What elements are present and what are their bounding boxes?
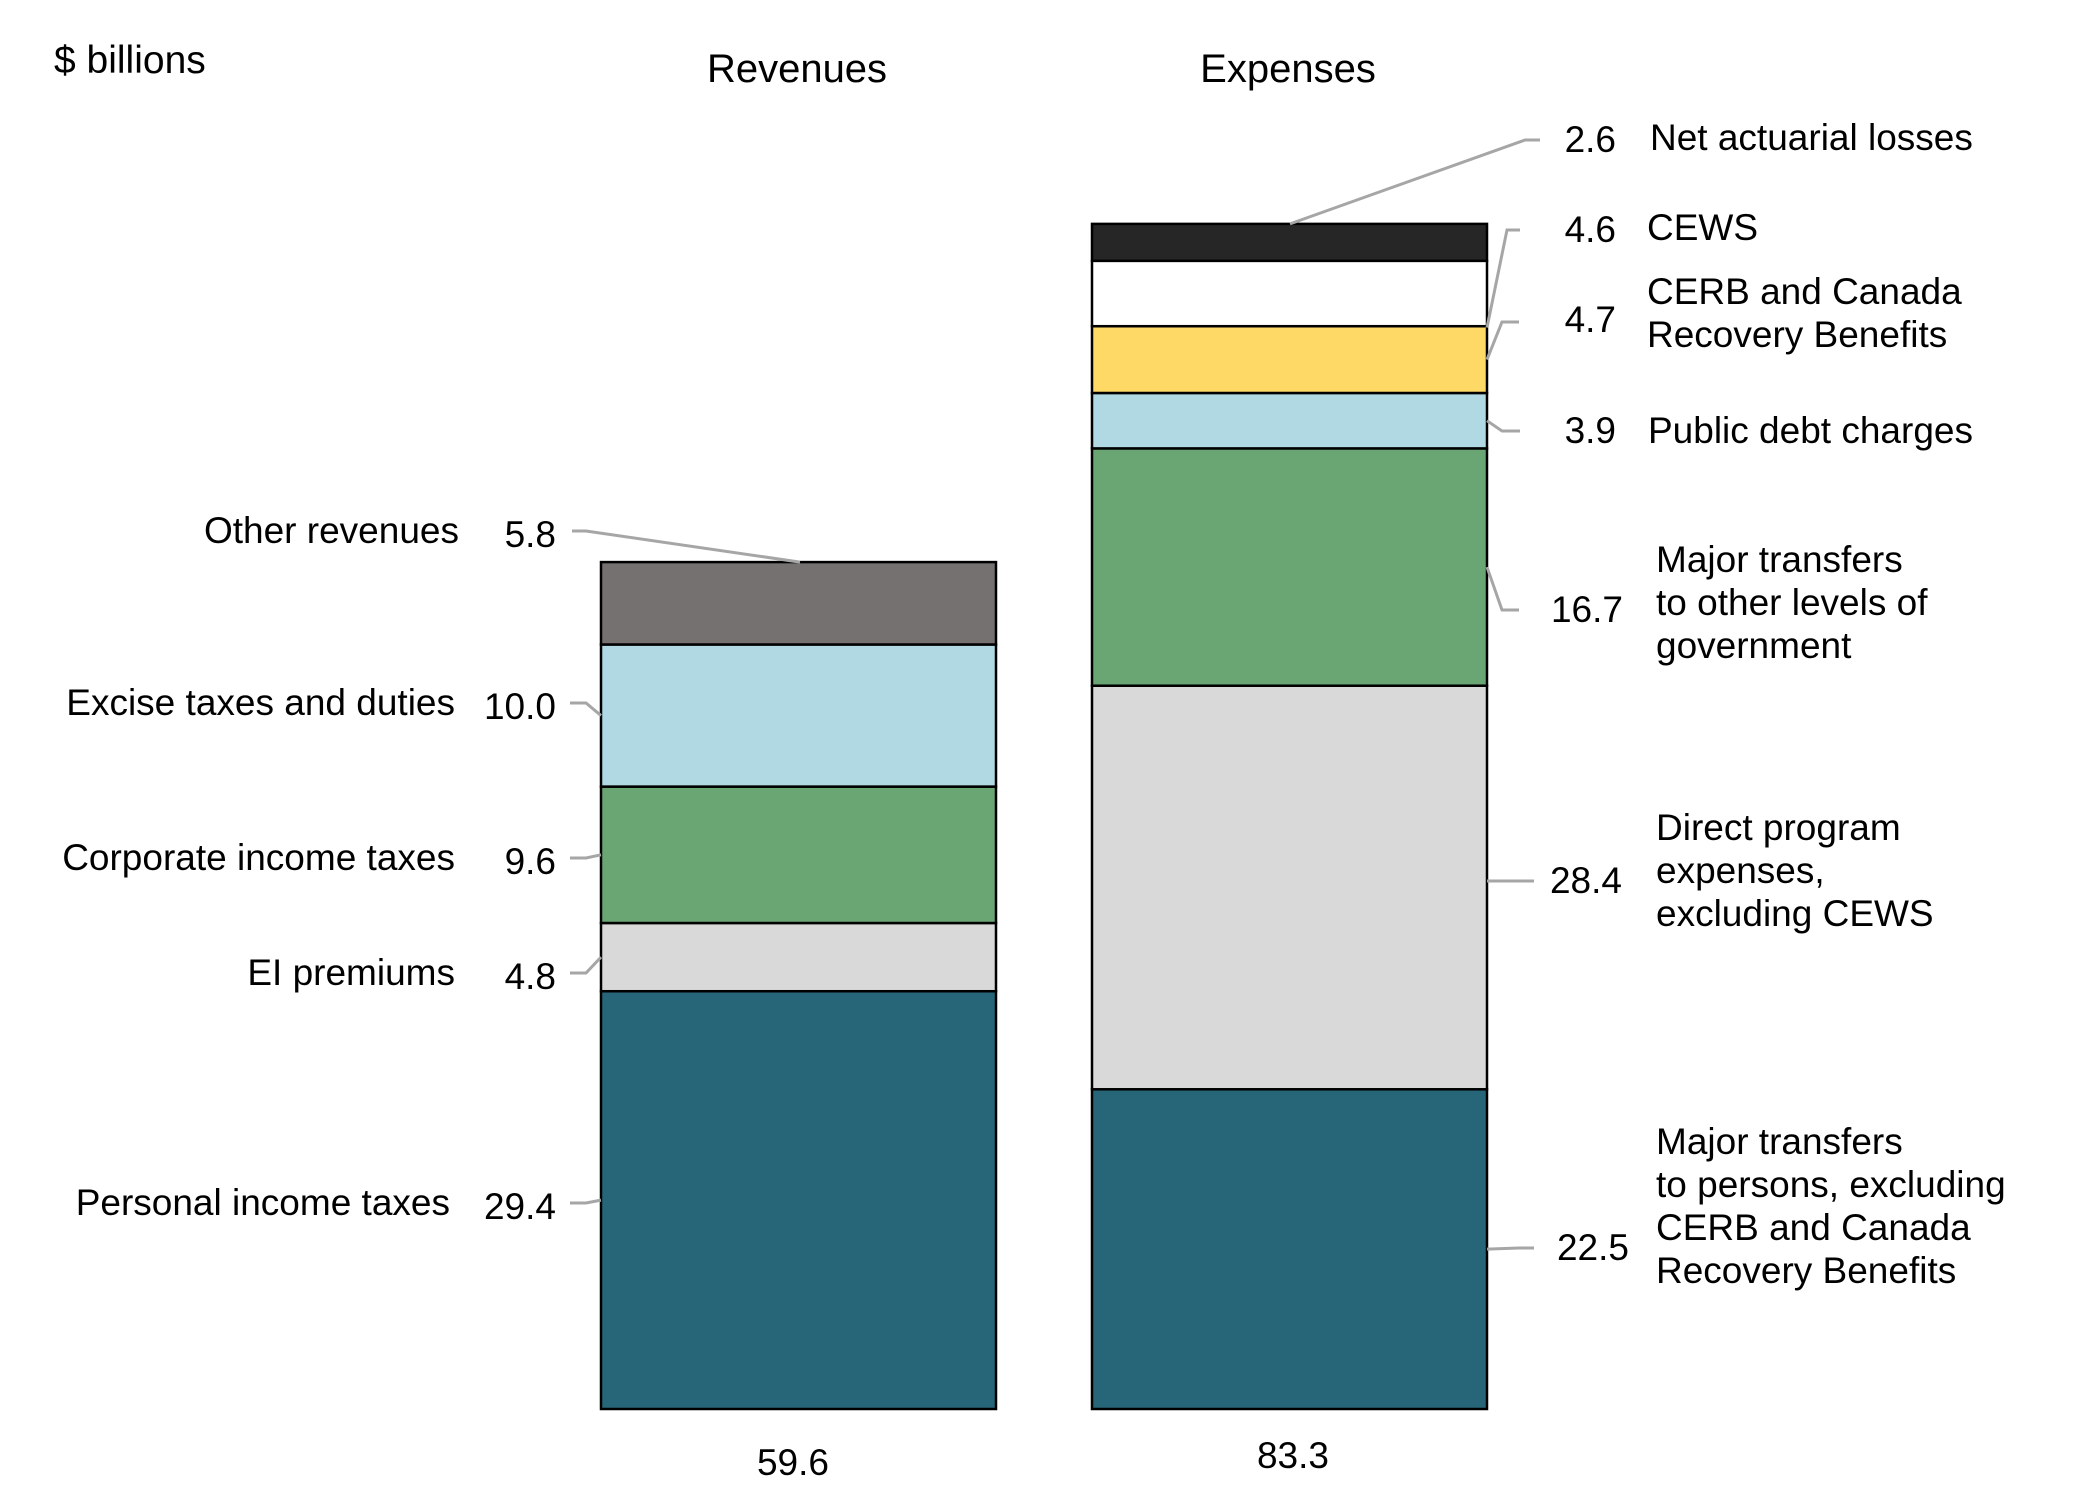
revenues-value-other-revenues: 5.8: [505, 514, 556, 555]
expenses-label-line: CEWS: [1647, 207, 1758, 248]
expenses-label-line: government: [1656, 625, 1852, 666]
expenses-label-line: Recovery Benefits: [1656, 1250, 1956, 1291]
expenses-label-net-actuarial-losses: Net actuarial losses: [1650, 117, 1973, 158]
revenues-label-corporate-income-taxes: Corporate income taxes: [62, 837, 455, 878]
expenses-value-major-transfers-to-persons-excluding-cerb-and-canada-recovery-benefits: 22.5: [1557, 1227, 1629, 1268]
expenses-label-line: Net actuarial losses: [1650, 117, 1973, 158]
expenses-leader-net-actuarial-losses: [1289, 138, 1540, 226]
expenses-label-line: to other levels of: [1656, 582, 1928, 623]
revenues-label-other-revenues: Other revenues: [204, 510, 459, 551]
expenses-bar-cews: [1090, 259, 1489, 328]
revenues-bar-excise-taxes-and-duties: [599, 643, 998, 788]
expenses-label-cews: CEWS: [1647, 207, 1758, 248]
expenses-leader-major-transfers-to-persons-excluding-cerb-and-canada-recovery-benefits: [1486, 1246, 1534, 1251]
expenses-title: Expenses: [1200, 47, 1376, 91]
revenues-value-corporate-income-taxes: 9.6: [505, 841, 556, 882]
revenues-value-excise-taxes-and-duties: 10.0: [484, 686, 556, 727]
expenses-label-line: CERB and Canada: [1647, 271, 1962, 312]
revenues-total: 59.6: [757, 1442, 829, 1483]
expenses-label-cerb-and-canada-recovery-benefits: CERB and Canada Recovery Benefits: [1647, 271, 1962, 355]
revenues-value-ei-premiums: 4.8: [505, 956, 556, 997]
expenses-label-line: CERB and Canada: [1656, 1207, 1971, 1248]
expenses-bar-cerb-and-canada-recovery-benefits: [1090, 324, 1489, 395]
expenses-label-major-transfers-to-other-levels-of-government: Major transfers to other levels of governm…: [1656, 539, 1928, 666]
expenses-total: 83.3: [1257, 1435, 1329, 1476]
unit-label: $ billions: [54, 39, 206, 82]
expenses-label-line: Major transfers: [1656, 539, 1903, 580]
expenses-leader-cews: [1485, 228, 1520, 328]
revenues-bar-personal-income-taxes: [599, 989, 998, 1411]
expenses-label-line: Major transfers: [1656, 1121, 1903, 1162]
expenses-label-public-debt-charges: Public debt charges: [1648, 410, 1973, 451]
expenses-value-direct-program-expenses-excluding-cews: 28.4: [1550, 860, 1622, 901]
expenses-label-direct-program-expenses-excluding-cews: Direct program expenses, excluding CEWS: [1656, 807, 1934, 934]
expenses-leader-cerb-and-canada-recovery-benefits: [1485, 320, 1519, 361]
expenses-bar-public-debt-charges: [1090, 391, 1489, 450]
revenues-value-personal-income-taxes: 29.4: [484, 1186, 556, 1227]
revenues-leader-other-revenues: [572, 529, 801, 564]
expenses-bar-net-actuarial-losses: [1090, 222, 1489, 263]
revenues-leader-personal-income-taxes: [570, 1198, 602, 1205]
revenues-leader-ei-premiums: [570, 956, 603, 975]
expenses-value-major-transfers-to-other-levels-of-government: 16.7: [1551, 589, 1623, 630]
expenses-label-line: Recovery Benefits: [1647, 314, 1947, 355]
expenses-value-public-debt-charges: 3.9: [1565, 410, 1616, 451]
revenues-title: Revenues: [707, 47, 887, 91]
expenses-label-line: excluding CEWS: [1656, 893, 1934, 934]
expenses-leader-public-debt-charges: [1486, 419, 1520, 433]
expenses-leader-major-transfers-to-other-levels-of-government: [1485, 566, 1519, 612]
expenses-value-net-actuarial-losses: 2.6: [1565, 119, 1616, 160]
revenues-label-excise-taxes-and-duties: Excise taxes and duties: [66, 682, 455, 723]
revenues-leader-excise-taxes-and-duties: [570, 701, 602, 717]
expenses-label-line: to persons, excluding: [1656, 1164, 2006, 1205]
expenses-label-line: Direct program: [1656, 807, 1901, 848]
expenses-value-cews: 4.6: [1565, 209, 1616, 250]
revenues-bar-corporate-income-taxes: [599, 785, 998, 925]
expenses-bar-major-transfers-to-other-levels-of-government: [1090, 447, 1489, 687]
revenues-label-personal-income-taxes: Personal income taxes: [76, 1182, 450, 1223]
revenues-label-ei-premiums: EI premiums: [247, 952, 455, 993]
revenues-bar-other-revenues: [599, 560, 998, 646]
expenses-label-line: expenses,: [1656, 850, 1825, 891]
expenses-value-cerb-and-canada-recovery-benefits: 4.7: [1565, 299, 1616, 340]
expenses-label-major-transfers-to-persons-excluding-cerb-and-canada-recovery-benefits: Major transfers to persons, excluding CERB…: [1656, 1121, 2006, 1291]
expenses-label-line: Public debt charges: [1648, 410, 1973, 451]
expenses-bar-direct-program-expenses-excluding-cews: [1090, 684, 1489, 1091]
expenses-bar-major-transfers-to-persons-excluding-cerb-and-canada-recovery-benefits: [1090, 1088, 1489, 1411]
revenues-leader-corporate-income-taxes: [570, 853, 602, 860]
revenues-bar-ei-premiums: [599, 921, 998, 993]
